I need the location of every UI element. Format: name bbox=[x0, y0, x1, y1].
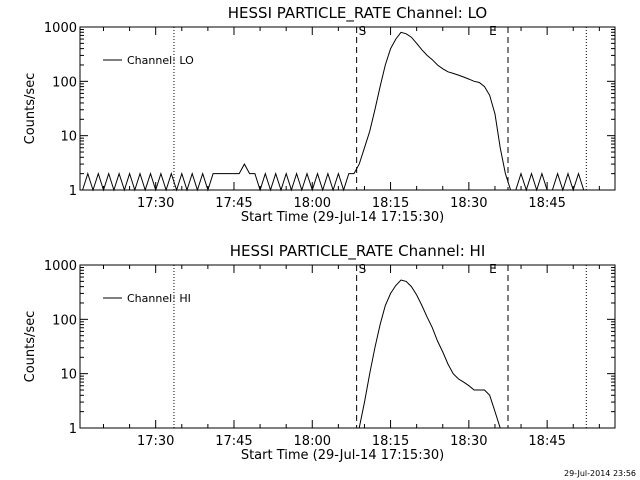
marker-label: S bbox=[359, 24, 367, 38]
y-axis-label: Counts/sec bbox=[23, 73, 38, 145]
y-tick-label: 1000 bbox=[44, 259, 77, 274]
marker-label: S bbox=[359, 262, 367, 276]
x-tick-label: 17:45 bbox=[215, 196, 252, 211]
y-tick-label: 1000 bbox=[44, 21, 77, 36]
x-tick-label: 18:15 bbox=[372, 196, 409, 211]
chart-panel-1: HESSI PARTICLE_RATE Channel: LO 1 10 100 100… bbox=[23, 4, 616, 225]
x-tick-label: 17:30 bbox=[137, 196, 174, 211]
y-axis-label: Counts/sec bbox=[23, 311, 38, 383]
chart-panels: HESSI PARTICLE_RATE Channel: LO 1 10 100 100… bbox=[23, 4, 616, 463]
plot-frame bbox=[79, 264, 616, 429]
y-tick-label: 100 bbox=[52, 313, 77, 328]
series-line bbox=[358, 279, 501, 429]
x-tick-label: 17:30 bbox=[137, 434, 174, 449]
x-axis-label: Start Time (29-Jul-14 17:15:30) bbox=[241, 448, 444, 463]
chart-panel-2: HESSI PARTICLE_RATE Channel: HI 1 10 100 100… bbox=[23, 242, 616, 463]
plot-frame bbox=[79, 26, 616, 191]
x-tick-label: 18:15 bbox=[372, 434, 409, 449]
x-tick-label: 18:45 bbox=[528, 434, 565, 449]
marker-label: E bbox=[489, 24, 497, 38]
legend-label: Channel: HI bbox=[127, 292, 191, 305]
x-tick-label: 18:00 bbox=[294, 196, 331, 211]
x-tick-label: 18:00 bbox=[294, 434, 331, 449]
x-tick-label: 18:30 bbox=[450, 434, 487, 449]
y-tick-label: 1 bbox=[69, 184, 77, 199]
x-tick-label: 17:45 bbox=[215, 434, 252, 449]
x-axis-label: Start Time (29-Jul-14 17:15:30) bbox=[241, 210, 444, 225]
y-tick-label: 1 bbox=[69, 422, 77, 437]
series-line bbox=[82, 31, 585, 192]
x-tick-label: 18:45 bbox=[528, 196, 565, 211]
x-tick-label: 18:30 bbox=[450, 196, 487, 211]
y-tick-label: 10 bbox=[60, 368, 77, 383]
timestamp-label: 29-Jul-2014 23:56 bbox=[564, 469, 636, 478]
legend-label: Channel: LO bbox=[127, 54, 194, 67]
y-tick-label: 10 bbox=[60, 130, 77, 145]
chart-title: HESSI PARTICLE_RATE Channel: LO bbox=[228, 4, 487, 23]
chart-title: HESSI PARTICLE_RATE Channel: HI bbox=[230, 242, 486, 261]
marker-label: E bbox=[489, 262, 497, 276]
y-tick-label: 100 bbox=[52, 75, 77, 90]
